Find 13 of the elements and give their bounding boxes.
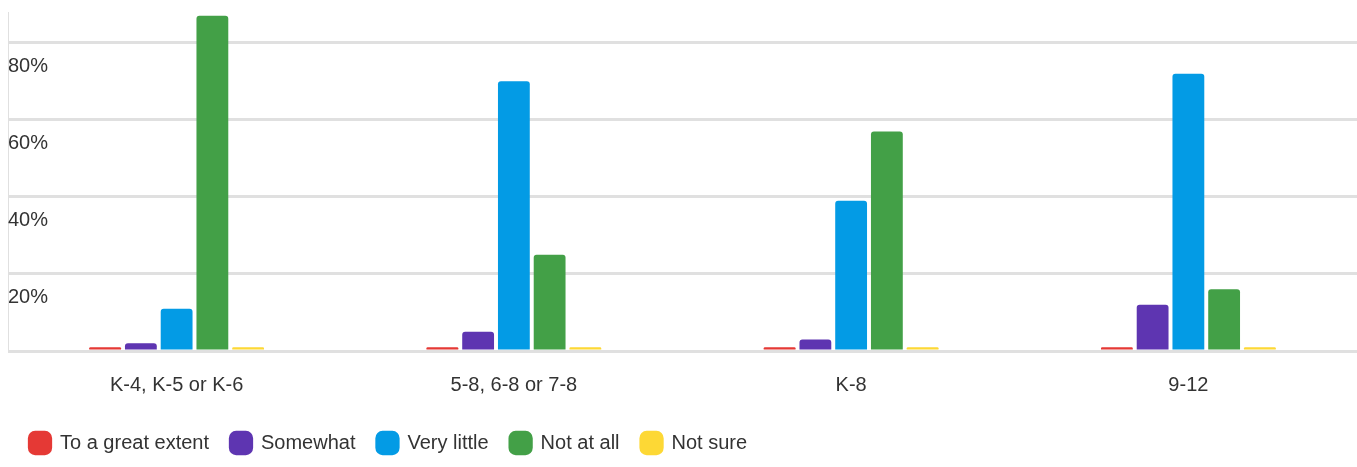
legend-label: Somewhat bbox=[260, 430, 356, 453]
legend-label: Not at all bbox=[540, 430, 620, 453]
y-tick-label: 80% bbox=[8, 54, 49, 77]
y-tick-label: 20% bbox=[8, 285, 49, 308]
x-tick-label: K-8 bbox=[835, 372, 867, 395]
x-tick-label: 9-12 bbox=[1168, 372, 1209, 395]
legend-label: To a great extent bbox=[60, 430, 210, 453]
x-tick-label: 5-8, 6-8 or 7-8 bbox=[450, 372, 578, 395]
x-tick-label: K-4, K-5 or K-6 bbox=[109, 372, 244, 395]
y-tick-label: 60% bbox=[8, 131, 49, 154]
legend-label: Very little bbox=[407, 430, 489, 453]
y-tick-label: 40% bbox=[8, 208, 49, 231]
legend-label: Not sure bbox=[671, 430, 748, 453]
